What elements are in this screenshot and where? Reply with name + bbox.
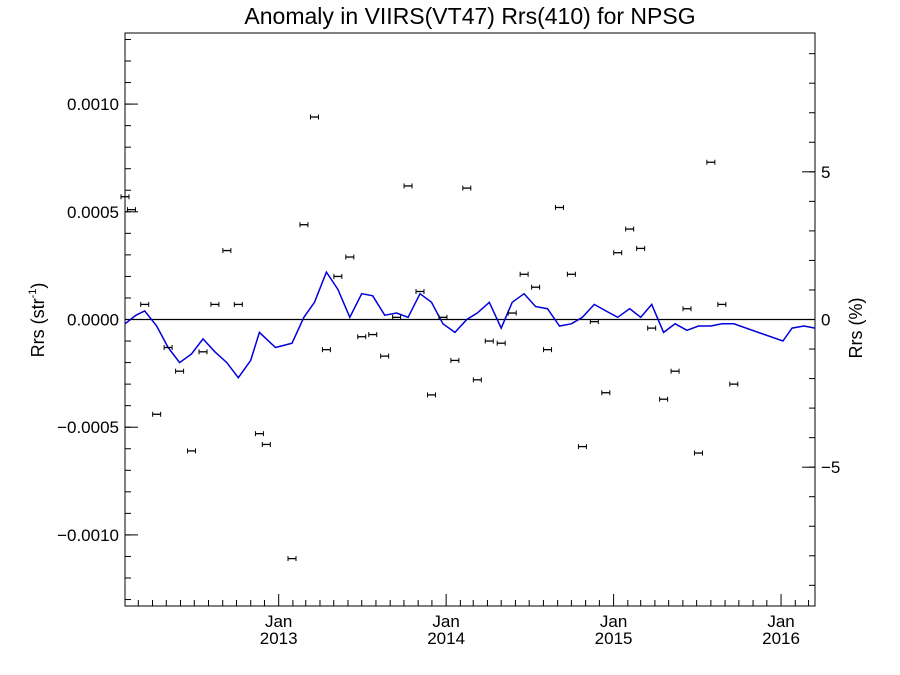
- data-point: [577, 444, 587, 450]
- x-tick-label-month: Jan: [265, 612, 292, 631]
- y-axis-label-base: Rrs (str: [28, 298, 48, 357]
- x-tick-label-year: 2013: [260, 629, 298, 648]
- data-point: [254, 431, 264, 437]
- data-point: [261, 441, 271, 447]
- data-point: [120, 194, 130, 200]
- data-point: [601, 390, 611, 396]
- data-point: [152, 411, 162, 417]
- data-point: [566, 271, 576, 277]
- data-point: [233, 301, 243, 307]
- data-point: [450, 357, 460, 363]
- data-point: [287, 556, 297, 562]
- y-axis-label-superscript: -1: [27, 289, 39, 299]
- anomaly-points-series: [120, 114, 739, 562]
- chart-title: Anomaly in VIIRS(VT47) Rrs(410) for NPSG: [244, 3, 695, 29]
- y2-tick-label: 0: [821, 311, 830, 330]
- data-point: [472, 377, 482, 383]
- data-point: [299, 222, 309, 228]
- y-tick-label: 0.0005: [67, 203, 119, 222]
- y-tick-label: −0.0005: [57, 418, 119, 437]
- data-point: [682, 306, 692, 312]
- data-point: [543, 347, 553, 353]
- y2-axis-ticks: 5 0 −5: [802, 53, 840, 586]
- data-point: [625, 226, 635, 232]
- data-point: [613, 250, 623, 256]
- x-tick-label-month: Jan: [600, 612, 627, 631]
- data-point: [403, 183, 413, 189]
- data-point: [222, 248, 232, 254]
- y2-tick-label: 5: [821, 163, 830, 182]
- data-point: [392, 314, 402, 320]
- data-point: [531, 284, 541, 290]
- data-point: [333, 273, 343, 279]
- x-tick-label-year: 2015: [595, 629, 633, 648]
- y-axis-ticks: 0.0010 0.0005 0.0000 −0.0005 −0.0010: [57, 38, 138, 601]
- data-point: [706, 159, 716, 165]
- data-point: [693, 450, 703, 456]
- data-point: [357, 334, 367, 340]
- data-point: [198, 349, 208, 355]
- mean-anomaly-series: [124, 270, 816, 379]
- data-point: [438, 314, 448, 320]
- series-line: [124, 270, 816, 379]
- x-tick-label-year: 2016: [762, 629, 800, 648]
- data-point: [126, 207, 136, 213]
- y-axis-label-end: ): [28, 283, 48, 289]
- y2-tick-label: −5: [821, 458, 840, 477]
- data-point: [484, 338, 494, 344]
- data-point: [462, 185, 472, 191]
- data-point: [647, 325, 657, 331]
- data-point: [554, 204, 564, 210]
- y-tick-label: −0.0010: [57, 526, 119, 545]
- data-point: [519, 271, 529, 277]
- plot-axes: [124, 32, 816, 607]
- data-point: [507, 310, 517, 316]
- data-point: [175, 368, 185, 374]
- x-tick-label-year: 2014: [427, 629, 465, 648]
- data-point: [636, 245, 646, 251]
- data-point: [659, 396, 669, 402]
- data-point: [426, 392, 436, 398]
- data-point: [380, 353, 390, 359]
- data-point: [321, 347, 331, 353]
- data-point: [210, 301, 220, 307]
- data-point: [187, 448, 197, 454]
- y-axis-label: Rrs (str-1): [27, 283, 48, 358]
- data-point: [368, 332, 378, 338]
- data-point: [729, 381, 739, 387]
- data-point: [140, 301, 150, 307]
- data-point: [309, 114, 319, 120]
- y-tick-label: 0.0010: [67, 95, 119, 114]
- x-tick-label-month: Jan: [767, 612, 794, 631]
- data-point: [670, 368, 680, 374]
- y2-axis-label: Rrs (%): [846, 298, 866, 359]
- y-tick-label: 0.0000: [67, 311, 119, 330]
- data-point: [345, 254, 355, 260]
- data-point: [163, 345, 173, 351]
- data-point: [496, 340, 506, 346]
- data-point: [589, 319, 599, 325]
- data-point: [717, 301, 727, 307]
- x-tick-label-month: Jan: [432, 612, 459, 631]
- data-point: [415, 288, 425, 294]
